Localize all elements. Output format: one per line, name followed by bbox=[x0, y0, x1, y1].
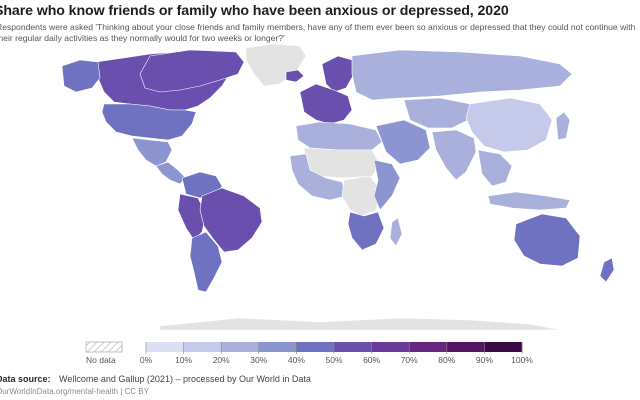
color-legend: No data 0% 10% 20% 30% 40% 50% 60% 70% 80% 90% 100… bbox=[85, 341, 533, 365]
region-new-zealand[interactable] bbox=[599, 257, 615, 283]
region-australia[interactable] bbox=[513, 213, 581, 267]
region-central-africa[interactable] bbox=[341, 175, 381, 217]
region-north-africa[interactable] bbox=[295, 121, 383, 151]
region-alaska[interactable] bbox=[61, 59, 101, 93]
source-label: Data source: bbox=[0, 374, 51, 384]
legend-bin[interactable] bbox=[409, 342, 448, 352]
legend-tick-label: 90% bbox=[476, 355, 493, 365]
no-data-label: No data bbox=[86, 355, 116, 365]
source-link[interactable]: OurWorldInData.org/mental-health | CC BY bbox=[0, 387, 150, 396]
region-indonesia[interactable] bbox=[487, 191, 571, 211]
region-india[interactable] bbox=[431, 129, 477, 181]
legend-tick-label: 70% bbox=[401, 355, 418, 365]
source-text: Wellcome and Gallup (2021) – processed b… bbox=[59, 374, 311, 384]
legend-tick-label: 30% bbox=[250, 355, 267, 365]
region-iceland[interactable] bbox=[285, 69, 305, 83]
source-line: Data source: Wellcome and Gallup (2021) … bbox=[0, 374, 640, 384]
legend-tick-label: 0% bbox=[140, 355, 153, 365]
legend-bin[interactable] bbox=[258, 342, 297, 352]
legend-tick-label: 10% bbox=[175, 355, 192, 365]
region-scandinavia[interactable] bbox=[321, 55, 355, 93]
region-middle-east[interactable] bbox=[375, 119, 431, 165]
region-china[interactable] bbox=[465, 97, 553, 153]
region-japan[interactable] bbox=[555, 111, 571, 141]
region-southern-africa[interactable] bbox=[347, 211, 385, 251]
no-data-swatch bbox=[85, 341, 123, 353]
legend-tick-label: 40% bbox=[288, 355, 305, 365]
legend-bin[interactable] bbox=[183, 342, 222, 352]
world-map bbox=[61, 44, 615, 331]
legend-bin[interactable] bbox=[334, 342, 372, 352]
chart-subtitle: Respondents were asked 'Thinking about y… bbox=[0, 22, 636, 43]
legend-bin[interactable] bbox=[221, 342, 260, 352]
legend-bin[interactable] bbox=[484, 342, 523, 352]
region-canada[interactable] bbox=[139, 49, 245, 93]
region-central-asia[interactable] bbox=[403, 97, 473, 129]
region-russia[interactable] bbox=[351, 49, 573, 101]
legend-tick-label: 80% bbox=[438, 355, 455, 365]
region-antarctica[interactable] bbox=[159, 317, 561, 331]
legend-tick-label: 100% bbox=[511, 355, 533, 365]
region-united-states[interactable] bbox=[101, 103, 197, 141]
legend-tick-label: 20% bbox=[213, 355, 230, 365]
chart-title: Share who know friends or family who hav… bbox=[0, 3, 509, 19]
legend-bin[interactable] bbox=[296, 342, 335, 352]
region-southern-cone[interactable] bbox=[189, 231, 223, 293]
region-western-europe[interactable] bbox=[299, 83, 353, 125]
region-mexico[interactable] bbox=[131, 137, 173, 167]
legend-bin[interactable] bbox=[146, 342, 184, 352]
footer: Data source: Wellcome and Gallup (2021) … bbox=[0, 374, 640, 396]
region-southeast-asia[interactable] bbox=[477, 149, 513, 187]
legend-bin[interactable] bbox=[371, 342, 410, 352]
legend-bin[interactable] bbox=[446, 342, 485, 352]
legend-tick-label: 60% bbox=[363, 355, 380, 365]
region-east-africa[interactable] bbox=[373, 159, 401, 211]
region-madagascar[interactable] bbox=[389, 217, 403, 247]
legend-tick-label: 50% bbox=[325, 355, 342, 365]
region-central-america[interactable] bbox=[155, 161, 187, 185]
region-brazil[interactable] bbox=[199, 187, 263, 253]
